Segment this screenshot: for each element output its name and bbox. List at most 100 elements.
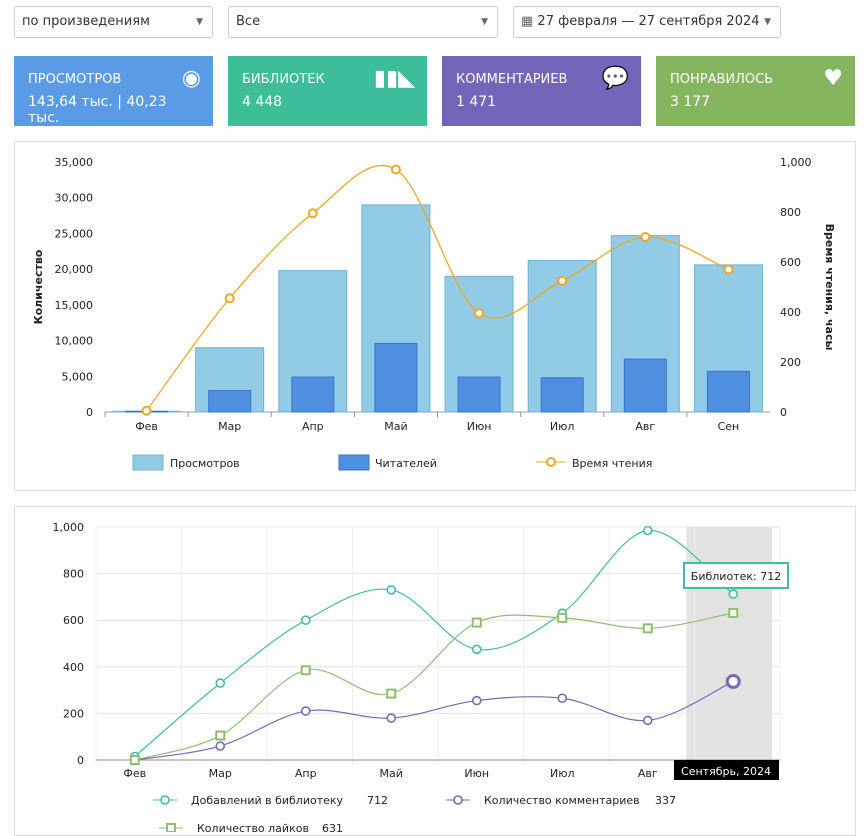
y2-tick-label: 400 — [780, 306, 801, 319]
y-tick-label: 0 — [86, 406, 93, 419]
readers-bar — [706, 370, 750, 413]
x-tick-label: Сентябрь, 2024 — [681, 765, 771, 778]
readers-bar — [208, 390, 252, 413]
data-point — [215, 730, 226, 741]
books-icon: ▮▮◣ — [373, 66, 415, 91]
x-tick-label: Апр — [295, 767, 317, 780]
reading-time-point — [224, 293, 235, 304]
scope-value: Все — [236, 14, 261, 29]
x-tick-label: Май — [384, 420, 407, 433]
legend-swatch — [546, 457, 556, 467]
legend-value: 337 — [655, 794, 676, 807]
x-tick-label: Фев — [135, 420, 158, 433]
readers-bar — [623, 358, 667, 413]
y-tick-label: 800 — [63, 568, 84, 581]
readers-bar — [374, 342, 418, 413]
libraries-card: БИБЛИОТЕК 4 448 ▮▮◣ — [228, 56, 427, 126]
chevron-down-icon: ▼ — [764, 17, 771, 27]
readers-bar — [457, 376, 501, 413]
date-range-value: 27 февраля — 27 сентября 2024 — [537, 14, 760, 29]
y-tick-label: 1,000 — [53, 521, 85, 534]
comments-card: КОММЕНТАРИЕВ 1 471 💬 — [442, 56, 641, 126]
legend-label: Количество комментариев — [484, 794, 640, 807]
y-tick-label: 600 — [63, 614, 84, 627]
scope-select[interactable]: Все ▼ — [228, 6, 498, 38]
data-point — [129, 755, 140, 765]
y-tick-label: 10,000 — [55, 335, 94, 348]
calendar-icon: ▦ — [521, 14, 538, 29]
series-line — [134, 612, 734, 761]
data-point — [300, 665, 311, 676]
axis-tooltip — [674, 760, 779, 780]
y2-axis-title: Время чтения, часы — [823, 224, 836, 351]
data-point — [300, 615, 311, 626]
data-point — [728, 589, 739, 599]
y2-tick-label: 0 — [780, 406, 787, 419]
mode-value: по произведениям — [22, 14, 150, 29]
series-line — [134, 529, 734, 757]
card-value: 4 448 — [242, 94, 283, 110]
x-tick-label: Мар — [209, 767, 232, 780]
views-chart-panel — [14, 141, 856, 491]
data-point — [471, 695, 482, 706]
y-tick-label: 30,000 — [55, 192, 94, 205]
legend-label: Время чтения — [572, 457, 652, 470]
x-tick-label: Сен — [718, 420, 740, 433]
tooltip-box — [683, 562, 789, 589]
card-value: 3 177 — [670, 94, 711, 110]
y-tick-label: 0 — [77, 754, 84, 767]
readers-bar — [540, 377, 584, 413]
card-value: 1 471 — [456, 94, 497, 110]
legend-swatch — [166, 823, 176, 832]
data-point — [725, 673, 741, 689]
data-point — [471, 617, 482, 628]
series-line — [134, 680, 734, 761]
x-tick-label: Авг — [638, 767, 658, 780]
y-tick-label: 200 — [63, 707, 84, 720]
highlight-band — [686, 527, 772, 760]
data-point — [642, 525, 653, 536]
x-tick-label: Мар — [218, 420, 241, 433]
y-tick-label: 25,000 — [55, 227, 94, 240]
views-card: ПРОСМОТРОВ 143,64 тыс. | 40,23 тыс. ◉ — [14, 56, 213, 126]
legend-label: Количество лайков — [197, 822, 309, 832]
mode-select[interactable]: по произведениям ▼ — [14, 6, 213, 38]
reading-time-point — [307, 208, 318, 219]
y-axis-title: Количество — [32, 249, 45, 324]
y2-tick-label: 600 — [780, 256, 801, 269]
x-tick-label: Фев — [123, 767, 146, 780]
legend-swatch — [338, 454, 370, 471]
card-value: 143,64 тыс. | 40,23 тыс. — [28, 94, 167, 126]
reading-time-point — [557, 275, 568, 286]
legend-value: 631 — [322, 822, 343, 832]
legend-swatch — [453, 795, 463, 805]
data-point — [557, 612, 568, 623]
chevron-down-icon: ▼ — [481, 17, 488, 27]
data-point — [728, 607, 739, 618]
data-point — [386, 585, 397, 595]
legend-label: Просмотров — [170, 457, 240, 470]
data-point — [471, 644, 482, 655]
y-tick-label: 20,000 — [55, 263, 94, 276]
x-tick-label: Июн — [467, 420, 492, 433]
data-point — [215, 678, 226, 688]
y-tick-label: 5,000 — [62, 370, 94, 383]
likes-card: ПОНРАВИЛОСЬ 3 177 ♥ — [656, 56, 855, 126]
x-tick-label: Июл — [550, 420, 575, 433]
readers-bar — [291, 376, 335, 413]
x-tick-label: Апр — [302, 420, 324, 433]
card-title: БИБЛИОТЕК — [242, 72, 325, 87]
reading-time-point — [640, 232, 651, 242]
data-point — [386, 688, 397, 699]
legend-value: 712 — [367, 794, 388, 807]
data-point — [642, 623, 653, 634]
data-point — [642, 715, 653, 726]
date-range-picker[interactable]: ▦ 27 февраля — 27 сентября 2024 ▼ — [513, 6, 781, 38]
data-point — [215, 741, 226, 751]
reading-time-point — [141, 405, 152, 416]
eye-icon: ◉ — [181, 66, 201, 91]
reading-time-point — [390, 164, 401, 175]
reading-time-point — [474, 308, 485, 319]
data-point — [386, 713, 397, 723]
